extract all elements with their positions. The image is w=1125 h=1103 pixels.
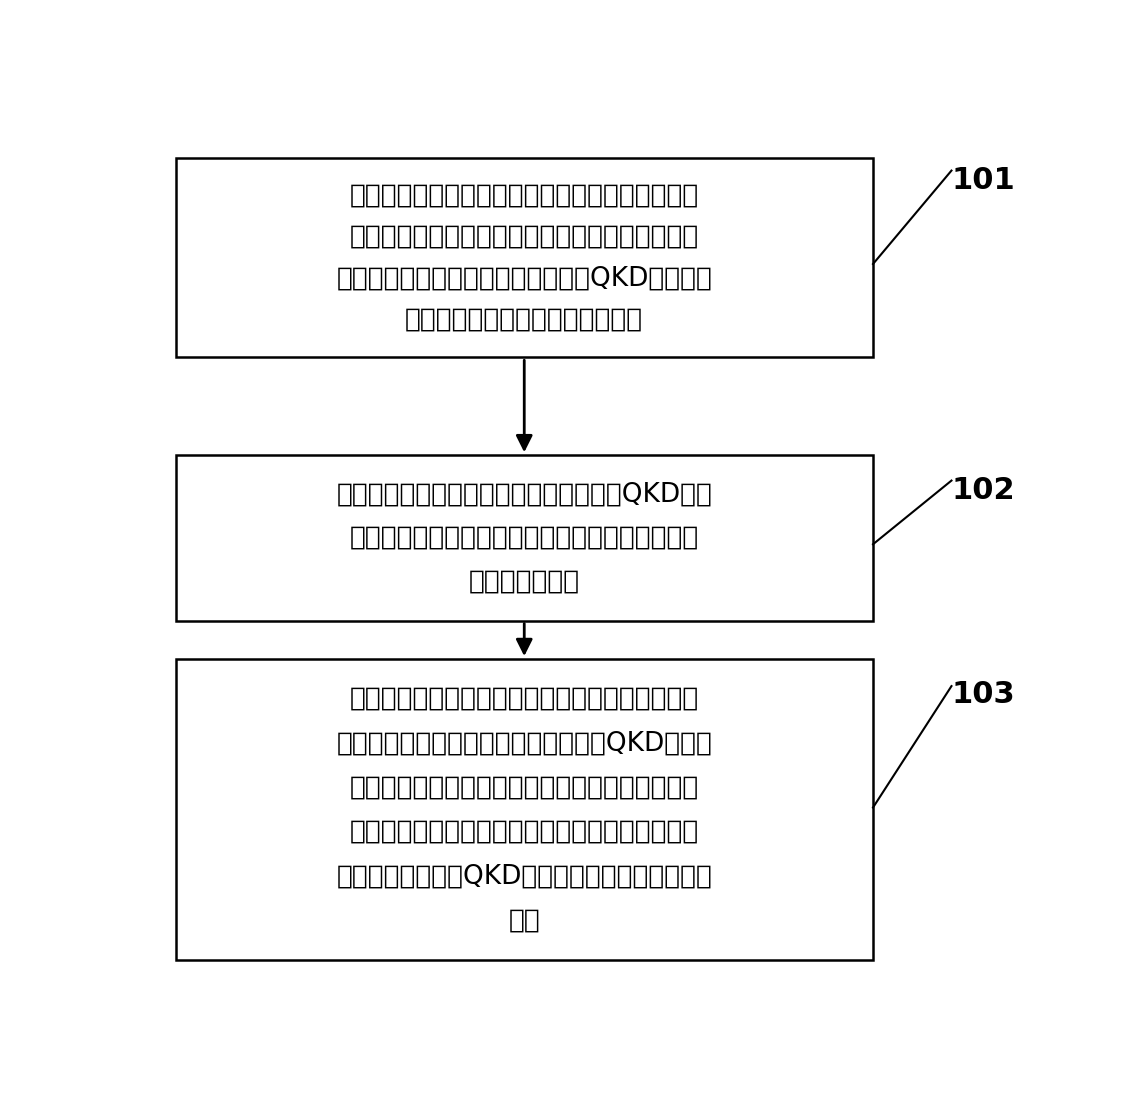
Text: 信号参数确定当前系统性能不能满足预设性能指标: 信号参数确定当前系统性能不能满足预设性能指标 [350,774,699,801]
Text: 当确定光通信系统的信号参数中的光功率的变化大: 当确定光通信系统的信号参数中的光功率的变化大 [350,686,699,711]
Bar [176,158,873,357]
Text: 参数: 参数 [508,908,540,933]
Bar [176,658,873,961]
Text: 101: 101 [952,167,1015,195]
Text: 系统的信号参数: 系统的信号参数 [469,568,579,595]
Text: 信系统的信号参数，根据接收到的光通信系统的信: 信系统的信号参数，根据接收到的光通信系统的信 [350,224,699,250]
Text: 控制设备接收到共纤传输系统检测到并发送的光通: 控制设备接收到共纤传输系统检测到并发送的光通 [350,182,699,208]
Text: 号参数，以及配置的映射关系初始化QKD系统和共: 号参数，以及配置的映射关系初始化QKD系统和共 [336,266,712,291]
Text: 要求时，根据当前光通信系统的信号参数，以及配: 要求时，根据当前光通信系统的信号参数，以及配 [350,818,699,845]
Text: 该控制设备在共纤传输工作过程中，监测QKD系统: 该控制设备在共纤传输工作过程中，监测QKD系统 [336,481,712,507]
Text: 纤传输系统的工作模式和工作参数: 纤传输系统的工作模式和工作参数 [405,307,644,333]
Text: 103: 103 [952,681,1015,709]
Text: 于第一预设功率阈值，且根据监测到的QKD系统的: 于第一预设功率阈值，且根据监测到的QKD系统的 [336,730,712,757]
Bar [176,456,873,621]
Text: 的信号参数，并接收共纤传输系统监测到的光通信: 的信号参数，并接收共纤传输系统监测到的光通信 [350,525,699,550]
Text: 102: 102 [952,476,1015,505]
Text: 置的映射关系调整QKD系统和共纤传输系统的工作: 置的映射关系调整QKD系统和共纤传输系统的工作 [336,864,712,889]
